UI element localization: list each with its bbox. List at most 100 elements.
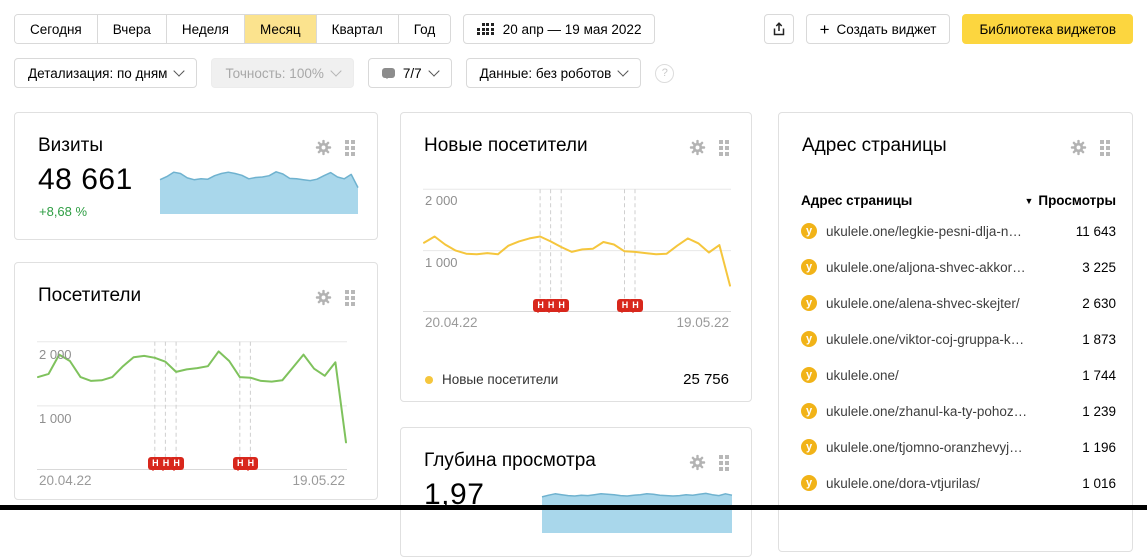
- gear-icon[interactable]: [1070, 139, 1087, 156]
- comment-bubble-icon: [381, 68, 395, 79]
- page-url-link[interactable]: ukulele.one/viktor-coj-gruppa-k…: [826, 331, 1025, 347]
- y-axis-tick: 2 000: [39, 347, 72, 362]
- page-views-value: 1 744: [1082, 367, 1116, 383]
- period-button-week[interactable]: Неделя: [165, 15, 244, 43]
- comments-counter: 7/7: [402, 65, 422, 81]
- table-header: Адрес страницы ▼ Просмотры: [801, 193, 1116, 208]
- table-row[interactable]: у ukulele.one/dora-vtjurilas/1 016: [801, 465, 1116, 501]
- legend-dot-icon: [425, 375, 433, 384]
- page-url-link[interactable]: ukulele.one/: [826, 367, 899, 383]
- holiday-marker-badge[interactable]: Н: [243, 457, 259, 471]
- date-range-label: 20 апр — 19 мая 2022: [502, 21, 642, 37]
- table-row[interactable]: у ukulele.one/1 744: [801, 357, 1116, 393]
- help-icon[interactable]: ?: [655, 63, 675, 83]
- table-row[interactable]: у ukulele.one/legkie-pesni-dlja-n… 11 643: [801, 213, 1116, 249]
- site-favicon-icon: у: [801, 295, 817, 311]
- visitors-line-chart: [37, 341, 347, 470]
- period-switcher: Сегодня Вчера Неделя Месяц Квартал Год: [14, 14, 452, 44]
- create-widget-label: Создать виджет: [836, 21, 937, 37]
- screenshot-bottom-edge: [0, 505, 1147, 510]
- visits-delta: +8,68 %: [39, 204, 88, 219]
- site-favicon-icon: у: [801, 331, 817, 347]
- calendar-icon: [477, 23, 494, 35]
- drag-handle-icon[interactable]: [719, 454, 729, 471]
- page-views-value: 2 630: [1082, 295, 1116, 311]
- page-url-link[interactable]: ukulele.one/alena-shvec-skejter/: [826, 295, 1020, 311]
- x-axis-end-date: 19.05.22: [292, 473, 345, 488]
- drag-handle-icon[interactable]: [345, 289, 355, 306]
- gear-icon[interactable]: [689, 139, 706, 156]
- sort-descending-icon: ▼: [1024, 195, 1034, 206]
- site-favicon-icon: у: [801, 439, 817, 455]
- page-url-table: у ukulele.one/legkie-pesni-dlja-n… 11 643 у…: [801, 213, 1116, 501]
- legend-total-value: 25 756: [683, 371, 729, 388]
- period-button-quarter[interactable]: Квартал: [315, 15, 398, 43]
- page-url-link[interactable]: ukulele.one/tjomno-oranzhevyj…: [826, 439, 1023, 455]
- depth-sparkline-chart: [541, 492, 733, 533]
- page-url-link[interactable]: ukulele.one/legkie-pesni-dlja-n…: [826, 223, 1022, 239]
- table-row[interactable]: у ukulele.one/alena-shvec-skejter/2 630: [801, 285, 1116, 321]
- y-axis-tick: 1 000: [425, 255, 458, 270]
- table-row[interactable]: у ukulele.one/zhanul-ka-ty-pohoz… 1 239: [801, 393, 1116, 429]
- table-row[interactable]: у ukulele.one/aljona-shvec-akkor… 3 225: [801, 249, 1116, 285]
- holiday-marker-badge[interactable]: Н: [169, 457, 185, 471]
- widget-view-depth: Глубина просмотра 1,97: [400, 427, 752, 557]
- x-axis-start-date: 20.04.22: [39, 473, 92, 488]
- chart-legend: Новые посетители 25 756: [425, 371, 729, 388]
- widget-visits: Визиты 48 661 +8,68 %: [14, 112, 378, 240]
- plus-icon: +: [819, 19, 830, 39]
- page-views-value: 1 239: [1082, 403, 1116, 419]
- widget-title: Глубина просмотра: [424, 450, 596, 471]
- legend-label: Новые посетители: [442, 372, 559, 387]
- widget-new-visitors: Новые посетители 2 000 1 000 20.04.22 19…: [400, 112, 752, 402]
- gear-icon[interactable]: [315, 139, 332, 156]
- period-button-month[interactable]: Месяц: [243, 15, 316, 43]
- page-views-value: 3 225: [1082, 259, 1116, 275]
- data-mode-label: Данные: без роботов: [479, 65, 612, 81]
- share-button[interactable]: [763, 14, 794, 44]
- site-favicon-icon: у: [801, 259, 817, 275]
- chevron-down-icon: [617, 65, 629, 77]
- table-row[interactable]: у ukulele.one/viktor-coj-gruppa-k… 1 873: [801, 321, 1116, 357]
- detalization-dropdown[interactable]: Детализация: по дням: [14, 58, 198, 88]
- toolbar-row-2: Детализация: по дням Точность: 100% 7/7 …: [14, 58, 675, 88]
- widget-visitors: Посетители 2 000 1 000 20.04.22 19.05.22…: [14, 262, 378, 500]
- drag-handle-icon[interactable]: [1100, 139, 1110, 156]
- site-favicon-icon: у: [801, 223, 817, 239]
- create-widget-button[interactable]: + Создать виджет: [805, 14, 951, 44]
- widget-page-urls: Адрес страницы Адрес страницы ▼ Просмотр…: [778, 112, 1133, 552]
- x-axis-end-date: 19.05.22: [676, 315, 729, 330]
- site-favicon-icon: у: [801, 367, 817, 383]
- page-views-value: 1 873: [1082, 331, 1116, 347]
- chevron-down-icon: [330, 65, 342, 77]
- site-favicon-icon: у: [801, 475, 817, 491]
- drag-handle-icon[interactable]: [345, 139, 355, 156]
- period-button-year[interactable]: Год: [397, 15, 451, 43]
- widget-title: Новые посетители: [424, 135, 588, 156]
- gear-icon[interactable]: [689, 454, 706, 471]
- widget-library-button[interactable]: Библиотека виджетов: [962, 14, 1133, 44]
- table-row[interactable]: у ukulele.one/tjomno-oranzhevyj… 1 196: [801, 429, 1116, 465]
- y-axis-tick: 2 000: [425, 193, 458, 208]
- data-mode-dropdown[interactable]: Данные: без роботов: [465, 58, 642, 88]
- page-url-link[interactable]: ukulele.one/aljona-shvec-akkor…: [826, 259, 1026, 275]
- period-button-yesterday[interactable]: Вчера: [96, 15, 166, 43]
- gear-icon[interactable]: [315, 289, 332, 306]
- holiday-marker-badge[interactable]: Н: [554, 299, 570, 313]
- comments-dropdown[interactable]: 7/7: [367, 58, 452, 88]
- chevron-down-icon: [173, 65, 186, 77]
- site-favicon-icon: у: [801, 403, 817, 419]
- period-button-today[interactable]: Сегодня: [15, 15, 97, 43]
- share-icon: [773, 22, 784, 36]
- page-url-link[interactable]: ukulele.one/zhanul-ka-ty-pohoz…: [826, 403, 1028, 419]
- page-views-value: 1 016: [1082, 475, 1116, 491]
- drag-handle-icon[interactable]: [719, 139, 729, 156]
- widget-title: Визиты: [38, 135, 103, 156]
- y-axis-tick: 1 000: [39, 411, 72, 426]
- page-url-link[interactable]: ukulele.one/dora-vtjurilas/: [826, 475, 980, 491]
- accuracy-dropdown[interactable]: Точность: 100%: [211, 58, 354, 88]
- holiday-marker-badge[interactable]: Н: [628, 299, 644, 313]
- date-range-button[interactable]: 20 апр — 19 мая 2022: [463, 14, 656, 44]
- column-header-views[interactable]: ▼ Просмотры: [1024, 193, 1116, 208]
- visits-sparkline-chart: [159, 171, 359, 214]
